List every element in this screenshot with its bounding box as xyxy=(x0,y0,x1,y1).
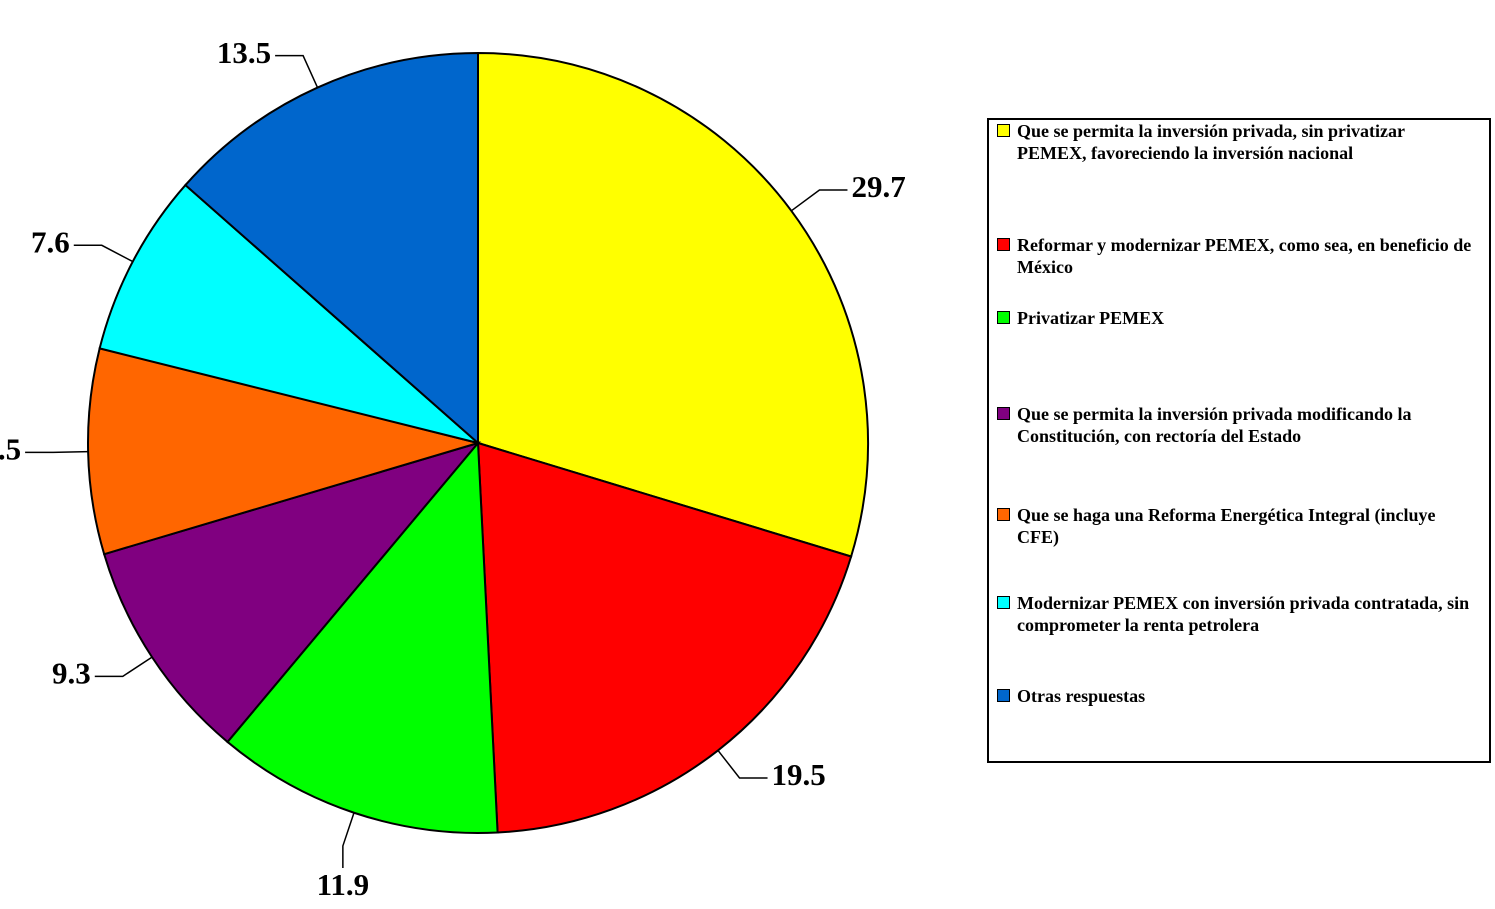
legend-label: Que se haga una Reforma Energética Integ… xyxy=(1017,505,1436,547)
leader-line xyxy=(94,656,153,678)
chart: 29.7 19.5 11.9 9.3 8.5 7.6 13.5 xyxy=(0,35,906,902)
legend-swatch xyxy=(997,124,1010,137)
pie-slice xyxy=(477,51,869,558)
legend-swatch xyxy=(997,407,1010,420)
legend-swatch xyxy=(997,508,1010,521)
legend-entry: Que se permita la inversión privada, sin… xyxy=(995,120,1473,164)
legend-swatch xyxy=(997,596,1010,609)
legend-swatch xyxy=(997,689,1010,702)
legend-entry: Que se permita la inversión privada modi… xyxy=(995,403,1473,447)
legend-label: Privatizar PEMEX xyxy=(1017,308,1165,328)
data-label: 19.5 xyxy=(772,757,826,792)
legend-label: Modernizar PEMEX con inversión privada c… xyxy=(1017,593,1470,635)
data-label: 29.7 xyxy=(851,169,905,204)
pie-slice xyxy=(87,347,482,556)
legend: Que se permita la inversión privada, sin… xyxy=(987,118,1491,763)
legend-entry: Que se haga una Reforma Energética Integ… xyxy=(995,504,1473,548)
pie-slice xyxy=(102,441,481,744)
legend-label: Otras respuestas xyxy=(1017,686,1146,706)
leader-line xyxy=(275,54,319,88)
pie-slice xyxy=(476,441,853,834)
pie-slice xyxy=(184,51,479,446)
data-label: 7.6 xyxy=(31,224,70,259)
legend-swatch xyxy=(997,238,1010,251)
leader-line xyxy=(342,812,355,868)
data-label: 9.3 xyxy=(52,655,91,690)
leader-line xyxy=(717,749,768,779)
legend-swatch xyxy=(997,311,1010,324)
data-label: 8.5 xyxy=(0,431,21,466)
legend-label: Que se permita la inversión privada modi… xyxy=(1017,404,1412,446)
leader-line xyxy=(790,189,848,212)
leader-line xyxy=(73,244,134,263)
legend-entry: Privatizar PEMEX xyxy=(995,307,1473,329)
pie-slice xyxy=(226,440,499,834)
data-label: 13.5 xyxy=(217,35,271,70)
legend-label: Que se permita la inversión privada, sin… xyxy=(1017,121,1405,163)
legend-entry: Modernizar PEMEX con inversión privada c… xyxy=(995,592,1473,636)
legend-label: Reformar y modernizar PEMEX, como sea, e… xyxy=(1017,235,1472,277)
leader-line xyxy=(25,450,89,454)
legend-entry: Otras respuestas xyxy=(995,685,1473,707)
legend-entry: Reformar y modernizar PEMEX, como sea, e… xyxy=(995,234,1473,278)
data-label: 11.9 xyxy=(317,867,370,902)
